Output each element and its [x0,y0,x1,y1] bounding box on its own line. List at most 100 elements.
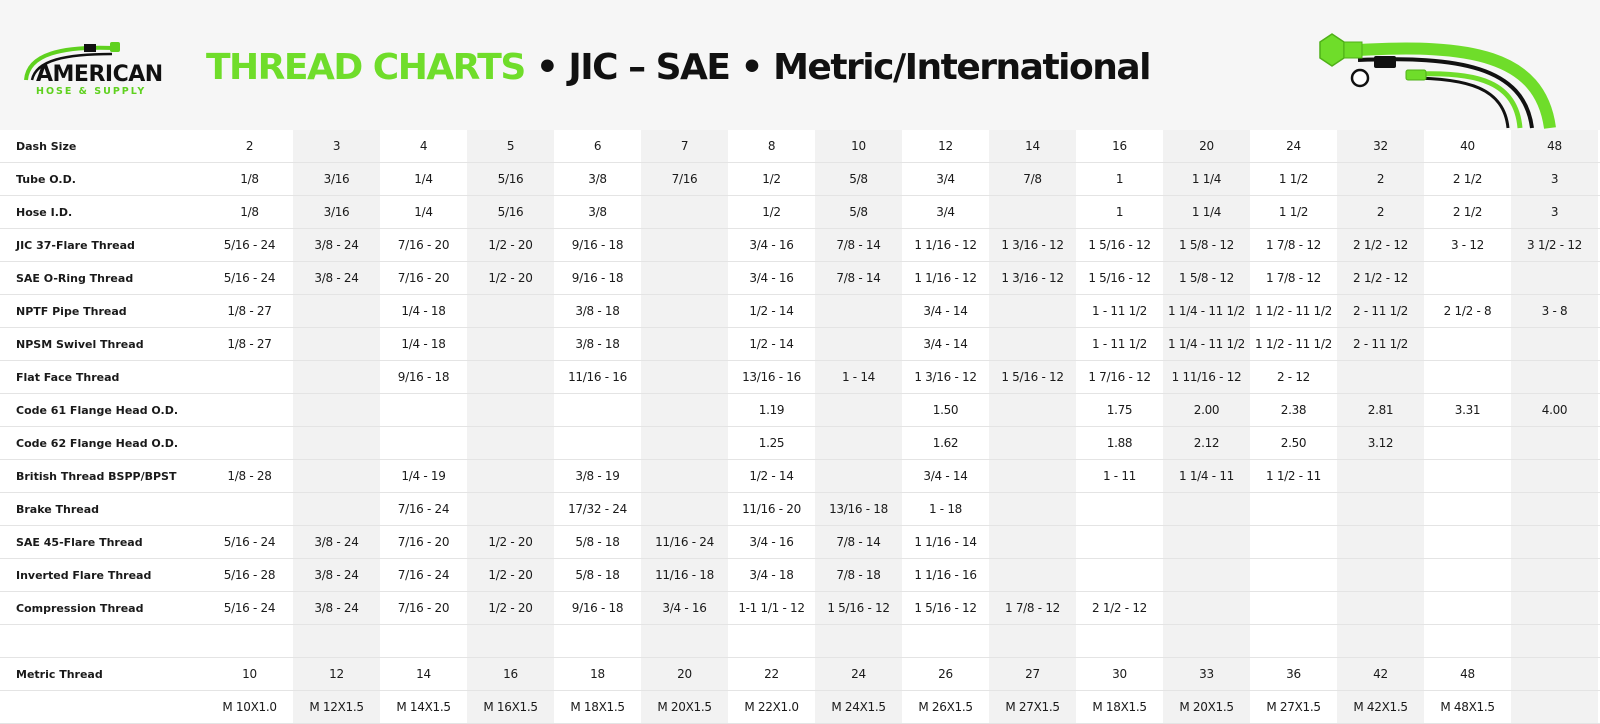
table-cell [1511,625,1598,657]
table-row: NPTF Pipe Thread 1/8 - 27 1/4 - 18 3/8 - 18… [0,295,1600,328]
table-cell: 3.31 [1424,394,1511,426]
row-label: Inverted Flare Thread [16,568,152,582]
row-label: British Thread BSPP/BPST [16,469,177,483]
table-cell [206,427,293,459]
table-cell [467,493,554,525]
table-cell: 1/8 - 27 [206,295,293,327]
table-cell [1511,658,1598,690]
table-cell: 5/8 [815,163,902,195]
table-cell: 7/16 - 24 [380,559,467,591]
table-cell [1163,493,1250,525]
table-cell [1250,625,1337,657]
table-cell [989,196,1076,228]
table-cell: 2 [1337,196,1424,228]
table-cell [1511,361,1598,393]
brand-logo: AMERICAN HOSE & SUPPLY [22,40,172,100]
table-cell [989,526,1076,558]
table-cell: 7/16 [641,163,728,195]
table-cell [554,394,641,426]
row-label: Code 61 Flange Head O.D. [16,403,179,417]
table-row: NPSM Swivel Thread 1/8 - 27 1/4 - 18 3/8 - … [0,328,1600,361]
table-cell [1511,460,1598,492]
table-cell: 1.25 [728,427,815,459]
table-cell: 2 1/2 - 12 [1337,262,1424,294]
table-cell [902,625,989,657]
table-cell [380,394,467,426]
table-cell: 24 [1250,130,1337,162]
table-cell: 1 3/16 - 12 [989,262,1076,294]
table-cell [1424,625,1511,657]
table-cell: 1 1/2 - 11 1/2 [1250,328,1337,360]
table-row: British Thread BSPP/BPST 1/8 - 28 1/4 - 19… [0,460,1600,493]
table-cell [641,196,728,228]
table-row: SAE O-Ring Thread 5/16 - 24 3/8 - 24 7/16 -… [0,262,1600,295]
logo-wordmark: AMERICAN [36,62,163,87]
table-row: JIC 37-Flare Thread 5/16 - 24 3/8 - 24 7/16… [0,229,1600,262]
table-cell: 1/8 [206,196,293,228]
table-cell: 1 1/2 [1250,163,1337,195]
table-row: Code 61 Flange Head O.D. 1.19 1.50 1.75 2.00… [0,394,1600,427]
table-row: Brake Thread 7/16 - 24 17/32 - 24 11/16 - 2… [0,493,1600,526]
table-cell [815,625,902,657]
table-cell: M 14X1.5 [380,691,467,723]
table-cell [293,427,380,459]
row-label: SAE 45-Flare Thread [16,535,143,549]
table-cell [989,460,1076,492]
table-cell [206,625,293,657]
table-cell [1424,328,1511,360]
title-highlight: THREAD CHARTS [206,47,526,88]
table-cell [641,361,728,393]
table-cell [1511,328,1598,360]
table-cell: 5/8 - 18 [554,559,641,591]
table-cell [1076,493,1163,525]
table-cell: 3 - 8 [1511,295,1598,327]
table-cell: 18 [554,658,641,690]
row-label: Flat Face Thread [16,370,120,384]
table-cell: 5/16 - 24 [206,526,293,558]
table-cell [641,460,728,492]
table-cell: 17/32 - 24 [554,493,641,525]
table-cell: 1.75 [1076,394,1163,426]
table-cell: 3/8 - 24 [293,526,380,558]
table-cell: 1 5/8 - 12 [1163,229,1250,261]
table-cell: 1 1/2 [1250,196,1337,228]
table-cell: M 22X1.0 [728,691,815,723]
table-cell [1337,526,1424,558]
table-cell [1424,493,1511,525]
table-cell: 9/16 - 18 [554,592,641,624]
table-cell: 3 [1511,196,1598,228]
table-cell: 24 [815,658,902,690]
table-cell: 11/16 - 20 [728,493,815,525]
table-cell: 1 1/16 - 14 [902,526,989,558]
table-cell: 1.50 [902,394,989,426]
table-cell: M 24X1.5 [815,691,902,723]
table-cell: 1/4 [380,196,467,228]
table-cell: 5/16 [467,163,554,195]
table-cell [1337,592,1424,624]
table-cell [293,493,380,525]
table-cell: 2.50 [1250,427,1337,459]
table-cell [1511,559,1598,591]
table-cell: 33 [1163,658,1250,690]
table-cell [989,625,1076,657]
table-cell: 6 [554,130,641,162]
table-cell: 1 7/8 - 12 [1250,262,1337,294]
table-row: Compression Thread 5/16 - 24 3/8 - 24 7/16 … [0,592,1600,625]
table-cell [1511,592,1598,624]
table-cell: 7/8 - 14 [815,526,902,558]
table-cell: 22 [728,658,815,690]
table-cell: M 18X1.5 [554,691,641,723]
table-cell [815,460,902,492]
table-cell: 1 1/2 - 11 1/2 [1250,295,1337,327]
table-cell: 1 7/8 - 12 [989,592,1076,624]
table-cell: 7/8 [989,163,1076,195]
table-cell [380,625,467,657]
table-cell: 1 5/16 - 12 [902,592,989,624]
table-cell: 5/8 - 18 [554,526,641,558]
table-cell: 3/8 - 18 [554,328,641,360]
table-cell: 3/4 - 16 [728,262,815,294]
table-cell: 3/4 - 14 [902,295,989,327]
table-cell [467,625,554,657]
table-cell: 9/16 - 18 [380,361,467,393]
table-cell: 1 5/8 - 12 [1163,262,1250,294]
